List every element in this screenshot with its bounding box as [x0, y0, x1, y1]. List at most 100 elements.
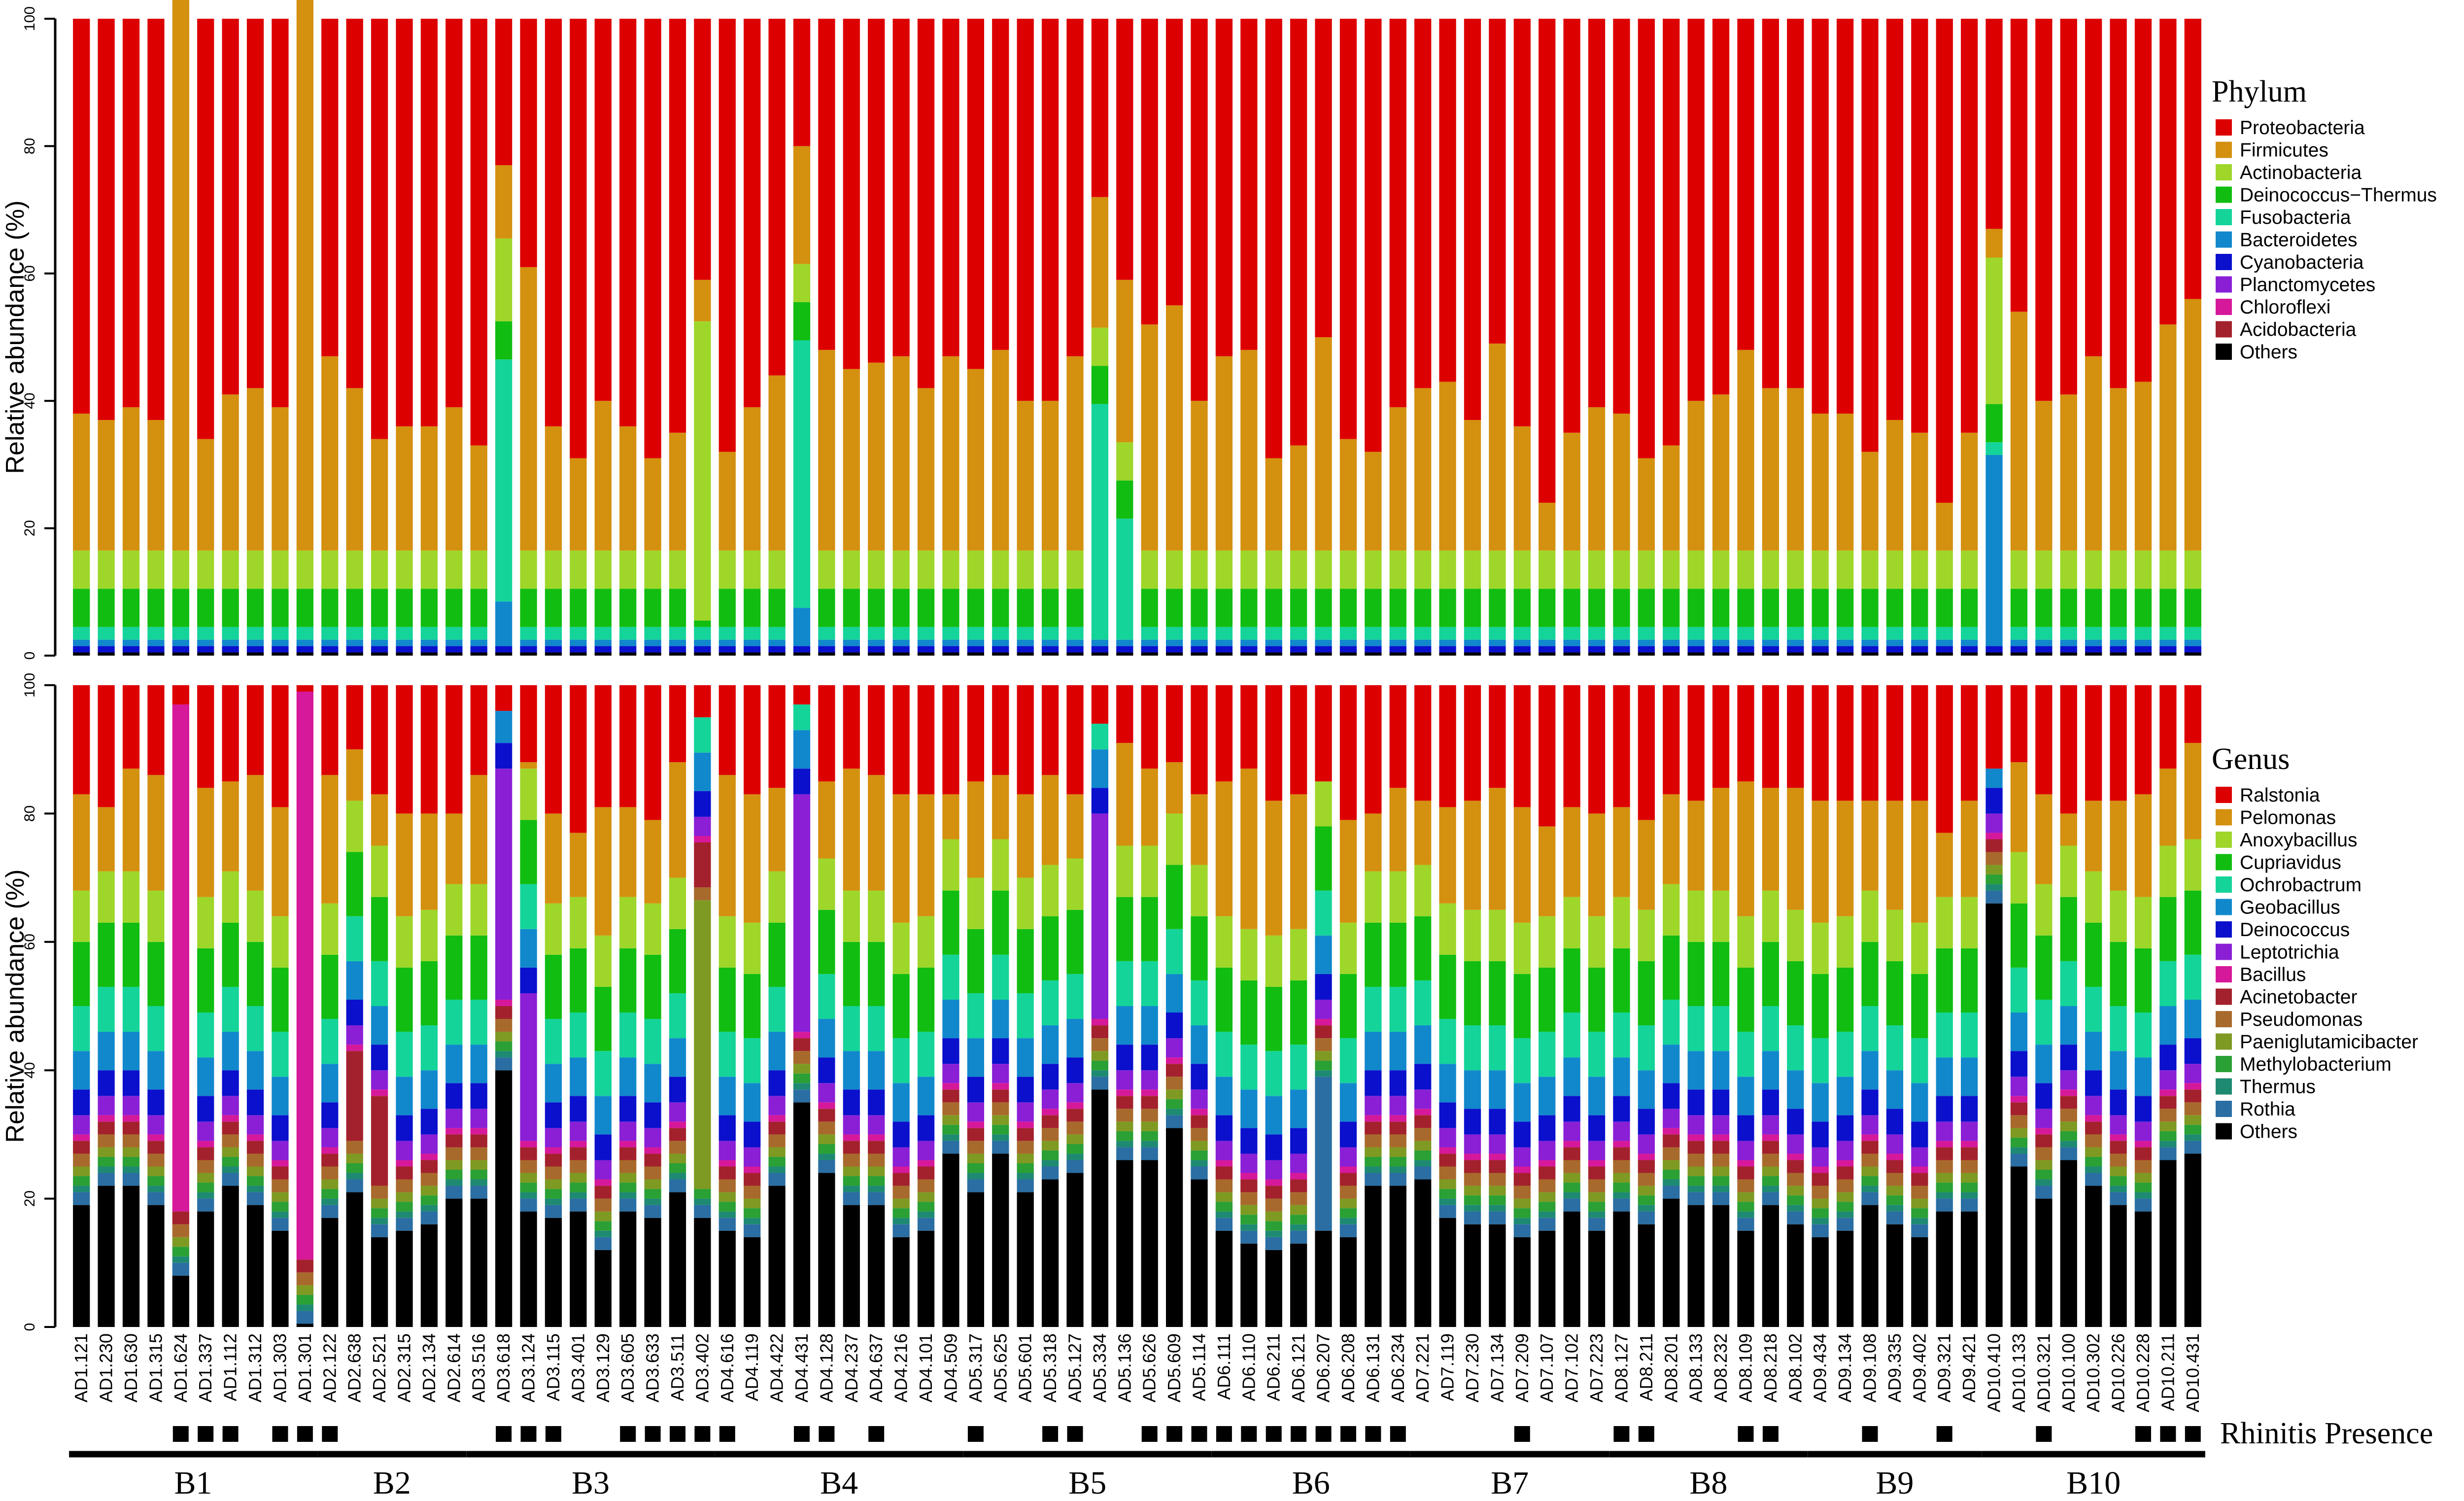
genus-bar-segment [172, 1224, 189, 1237]
phylum-bar-segment [445, 627, 463, 640]
genus-bar-segment [2110, 1115, 2127, 1135]
genus-bar-segment [470, 935, 487, 1000]
phylum-bar-segment [1588, 589, 1606, 627]
genus-bar-segment [1861, 1166, 1879, 1177]
rhinitis-marker [2036, 1426, 2052, 1442]
phylum-bar-segment [2085, 652, 2102, 656]
genus-bar-segment [1812, 1121, 1829, 1148]
genus-bar-segment [1563, 807, 1580, 897]
phylum-bar-segment [1215, 627, 1233, 640]
genus-bar-segment [346, 1141, 363, 1154]
genus-bar-segment [1389, 1166, 1406, 1173]
phylum-bar-segment [1762, 550, 1780, 589]
genus-bar-segment [470, 1170, 487, 1180]
phylum-bar-segment [2060, 19, 2077, 395]
genus-bar-segment [520, 1192, 537, 1199]
genus-bar-segment [2085, 1156, 2102, 1167]
phylum-bar-segment [420, 639, 438, 646]
phylum-bar-segment [2060, 589, 2077, 627]
genus-bar-segment [793, 1089, 811, 1103]
genus-bar-segment [2159, 897, 2177, 961]
genus-bar-segment [1762, 1192, 1780, 1205]
sample-label: AD1.121 [71, 1333, 91, 1402]
genus-bar-segment [1762, 1006, 1780, 1051]
genus-bar-segment [1191, 916, 1208, 980]
genus-bar-segment [594, 1051, 612, 1096]
rhinitis-marker [1067, 1426, 1083, 1442]
phylum-bar-segment [1737, 646, 1754, 653]
phylum-bar-segment [1240, 19, 1258, 350]
genus-bar-segment [942, 890, 959, 955]
genus-bar-segment [1663, 794, 1680, 884]
phylum-bar-segment [1836, 550, 1854, 589]
genus-bar-segment [1861, 1141, 1879, 1154]
genus-bar-segment [1191, 794, 1208, 865]
genus-legend-swatch [2216, 1011, 2232, 1027]
rhinitis-marker [2185, 1426, 2201, 1442]
genus-bar-segment [1041, 1025, 1059, 1064]
phylum-bar-segment [1513, 589, 1531, 627]
genus-bar-segment [172, 1237, 189, 1247]
genus-bar-segment [2060, 897, 2077, 961]
phylum-bar-segment [321, 550, 339, 589]
sample-label: AD1.303 [270, 1333, 290, 1402]
genus-bar-segment [1315, 1038, 1332, 1051]
genus-bar-segment [2035, 1160, 2053, 1170]
genus-bar-segment [892, 1147, 910, 1167]
sample-label: AD8.201 [1661, 1333, 1681, 1402]
genus-bar-segment [1563, 1096, 1580, 1122]
genus-bar-segment [1265, 1230, 1282, 1237]
genus-bar-segment [1389, 986, 1406, 1032]
genus-bar-segment [1165, 974, 1183, 1013]
genus-legend-swatch [2216, 854, 2232, 871]
phylum-bar-segment [1116, 639, 1133, 646]
phylum-bar-segment [1489, 652, 1506, 656]
genus-bar-segment [2184, 1102, 2201, 1116]
genus-legend-swatch [2216, 1056, 2232, 1072]
phylum-bar-segment [321, 19, 339, 356]
phylum-bar-segment [1812, 652, 1829, 656]
phylum-bar-segment [1737, 589, 1754, 627]
sample-label: AD1.312 [245, 1333, 265, 1402]
genus-bar-segment [694, 887, 711, 901]
phylum-bar-segment [272, 652, 289, 656]
phylum-bar-segment [892, 550, 910, 589]
genus-bar-segment [1563, 1160, 1580, 1173]
genus-bar-segment [2085, 1032, 2102, 1071]
genus-bar-segment [1265, 801, 1282, 936]
genus-bar-segment [644, 1064, 661, 1103]
genus-bar-segment [1215, 1211, 1233, 1218]
genus-bar-segment [1563, 1183, 1580, 1192]
genus-bar-segment [296, 1311, 314, 1324]
genus-bar-segment [1464, 1109, 1481, 1135]
phylum-bar-segment [1712, 19, 1730, 395]
sample-label: AD1.315 [145, 1333, 166, 1402]
phylum-bar-segment [1017, 550, 1034, 589]
genus-bar-segment [1836, 916, 1854, 968]
genus-legend-label: Acinetobacter [2240, 987, 2357, 1008]
genus-bar-segment [768, 922, 786, 987]
genus-bar-segment [1066, 1173, 1084, 1327]
genus-bar-segment [122, 1070, 140, 1096]
phylum-bar-segment [868, 639, 885, 646]
group-label: B5 [1068, 1465, 1106, 1501]
genus-bar-segment [1389, 1096, 1406, 1116]
genus-bar-segment [892, 974, 910, 1039]
genus-bar-segment [1265, 935, 1282, 987]
genus-bar-segment [420, 1173, 438, 1186]
phylum-bar-segment [147, 589, 165, 627]
genus-bar-segment [1116, 1070, 1133, 1090]
genus-bar-segment [1489, 1173, 1506, 1186]
genus-bar-segment [1787, 1109, 1804, 1135]
genus-bar-segment [1464, 1025, 1481, 1071]
genus-bar-segment [2134, 1141, 2152, 1148]
genus-bar-segment [396, 1218, 413, 1231]
genus-bar-segment [967, 1153, 984, 1163]
sample-label: AD7.221 [1412, 1333, 1433, 1402]
genus-bar-segment [644, 1189, 661, 1199]
phylum-bar-segment [843, 627, 860, 640]
genus-bar-segment [1787, 961, 1804, 1026]
phylum-bar-segment [594, 652, 612, 656]
genus-y-axis-label: Relative abundance (%) [1, 870, 30, 1143]
genus-bar-segment [222, 1147, 239, 1157]
